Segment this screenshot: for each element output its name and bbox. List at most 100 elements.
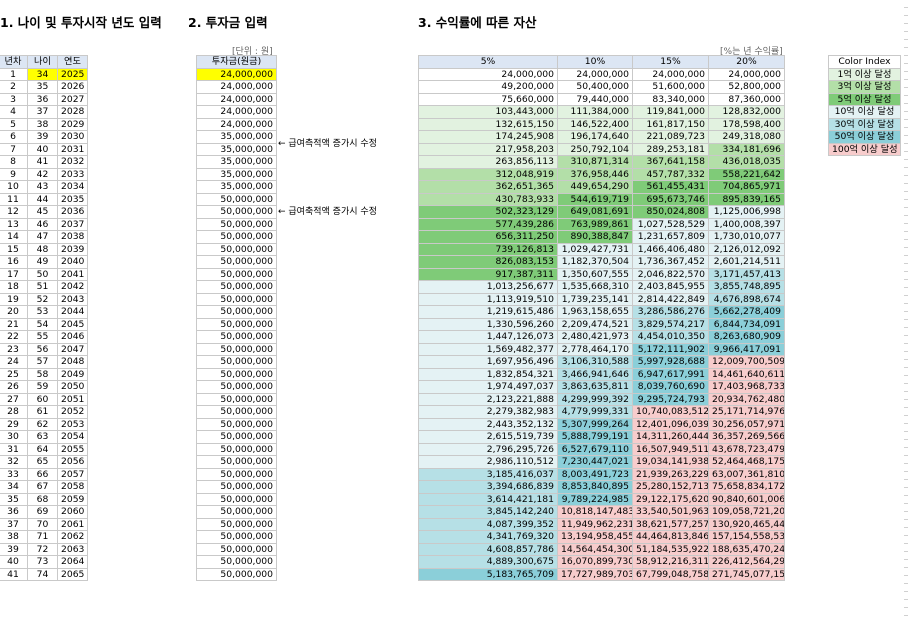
principal-cell[interactable]: 50,000,000 bbox=[196, 480, 277, 494]
principal-cell[interactable]: 24,000,000 bbox=[196, 92, 277, 106]
rate-5-cell[interactable]: 2,279,382,983 bbox=[418, 405, 558, 419]
rate-5-cell[interactable]: 3,185,416,037 bbox=[418, 467, 558, 481]
rate-10-cell[interactable]: 3,863,635,811 bbox=[557, 380, 633, 394]
age-cell[interactable]: 59 bbox=[27, 380, 58, 394]
year-cell[interactable]: 2037 bbox=[57, 217, 88, 231]
rate-15-cell[interactable]: 457,787,332 bbox=[632, 167, 709, 181]
rate-10-cell[interactable]: 5,307,999,264 bbox=[557, 417, 633, 431]
year-count-cell[interactable]: 34 bbox=[0, 480, 28, 494]
rate-20-cell[interactable]: 20,934,762,480 bbox=[708, 392, 785, 406]
rate-10-cell[interactable]: 449,654,290 bbox=[557, 180, 633, 194]
age-cell[interactable]: 36 bbox=[27, 92, 58, 106]
age-cell[interactable]: 71 bbox=[27, 530, 58, 544]
year-cell[interactable]: 2062 bbox=[57, 530, 88, 544]
year-cell[interactable]: 2054 bbox=[57, 430, 88, 444]
rate-15-cell[interactable]: 161,817,150 bbox=[632, 117, 709, 131]
rate-5-cell[interactable]: 24,000,000 bbox=[418, 67, 558, 81]
age-cell[interactable]: 40 bbox=[27, 142, 58, 156]
age-cell[interactable]: 72 bbox=[27, 542, 58, 556]
rate-15-cell[interactable]: 2,403,845,955 bbox=[632, 280, 709, 294]
rate-5-cell[interactable]: 1,697,956,496 bbox=[418, 355, 558, 369]
principal-cell[interactable]: 50,000,000 bbox=[196, 492, 277, 506]
rate-5-cell[interactable]: 1,113,919,510 bbox=[418, 292, 558, 306]
year-cell[interactable]: 2057 bbox=[57, 467, 88, 481]
principal-cell[interactable]: 50,000,000 bbox=[196, 267, 277, 281]
principal-cell[interactable]: 50,000,000 bbox=[196, 292, 277, 306]
rate-5-cell[interactable]: 1,330,596,260 bbox=[418, 317, 558, 331]
year-count-cell[interactable]: 32 bbox=[0, 455, 28, 469]
rate-20-cell[interactable]: 5,662,278,409 bbox=[708, 305, 785, 319]
year-count-cell[interactable]: 37 bbox=[0, 517, 28, 531]
rate-15-cell[interactable]: 4,454,010,350 bbox=[632, 330, 709, 344]
rate-10-cell[interactable]: 3,106,310,588 bbox=[557, 355, 633, 369]
rate-5-cell[interactable]: 4,608,857,786 bbox=[418, 542, 558, 556]
principal-cell[interactable]: 35,000,000 bbox=[196, 142, 277, 156]
rate-15-cell[interactable]: 1,231,657,809 bbox=[632, 230, 709, 244]
year-count-cell[interactable]: 2 bbox=[0, 80, 28, 94]
rate-20-cell[interactable]: 436,018,035 bbox=[708, 155, 785, 169]
principal-cell[interactable]: 50,000,000 bbox=[196, 542, 277, 556]
rate-15-cell[interactable]: 2,046,822,570 bbox=[632, 267, 709, 281]
rate-20-cell[interactable]: 558,221,642 bbox=[708, 167, 785, 181]
rate-15-cell[interactable]: 9,295,724,793 bbox=[632, 392, 709, 406]
rate-5-cell[interactable]: 577,439,286 bbox=[418, 217, 558, 231]
rate-20-cell[interactable]: 24,000,000 bbox=[708, 67, 785, 81]
rate-5-cell[interactable]: 1,974,497,037 bbox=[418, 380, 558, 394]
rate-15-cell[interactable]: 5,997,928,688 bbox=[632, 355, 709, 369]
rate-10-cell[interactable]: 1,182,370,504 bbox=[557, 255, 633, 269]
principal-cell[interactable]: 50,000,000 bbox=[196, 230, 277, 244]
rate-10-cell[interactable]: 16,070,899,730 bbox=[557, 555, 633, 569]
year-cell[interactable]: 2026 bbox=[57, 80, 88, 94]
rate-5-cell[interactable]: 263,856,113 bbox=[418, 155, 558, 169]
age-cell[interactable]: 57 bbox=[27, 355, 58, 369]
rate-15-cell[interactable]: 8,039,760,690 bbox=[632, 380, 709, 394]
rate-10-cell[interactable]: 376,958,446 bbox=[557, 167, 633, 181]
rate-10-cell[interactable]: 1,350,607,555 bbox=[557, 267, 633, 281]
rate-15-cell[interactable]: 33,540,501,963 bbox=[632, 505, 709, 519]
age-cell[interactable]: 43 bbox=[27, 180, 58, 194]
age-cell[interactable]: 53 bbox=[27, 305, 58, 319]
age-cell[interactable]: 68 bbox=[27, 492, 58, 506]
rate-5-cell[interactable]: 4,087,399,352 bbox=[418, 517, 558, 531]
age-cell[interactable]: 65 bbox=[27, 455, 58, 469]
principal-cell[interactable]: 50,000,000 bbox=[196, 317, 277, 331]
principal-cell[interactable]: 50,000,000 bbox=[196, 555, 277, 569]
rate-15-cell[interactable]: 51,600,000 bbox=[632, 80, 709, 94]
age-cell[interactable]: 54 bbox=[27, 317, 58, 331]
age-cell[interactable]: 49 bbox=[27, 255, 58, 269]
age-cell[interactable]: 56 bbox=[27, 342, 58, 356]
year-cell[interactable]: 2028 bbox=[57, 105, 88, 119]
rate-5-cell[interactable]: 502,323,129 bbox=[418, 205, 558, 219]
principal-cell[interactable]: 50,000,000 bbox=[196, 430, 277, 444]
year-cell[interactable]: 2059 bbox=[57, 492, 88, 506]
rate-5-cell[interactable]: 4,341,769,320 bbox=[418, 530, 558, 544]
rate-5-cell[interactable]: 2,123,221,888 bbox=[418, 392, 558, 406]
year-count-cell[interactable]: 30 bbox=[0, 430, 28, 444]
rate-10-cell[interactable]: 11,949,962,231 bbox=[557, 517, 633, 531]
age-cell[interactable]: 58 bbox=[27, 367, 58, 381]
year-count-cell[interactable]: 33 bbox=[0, 467, 28, 481]
rate-15-cell[interactable]: 83,340,000 bbox=[632, 92, 709, 106]
rate-20-cell[interactable]: 226,412,564,295 bbox=[708, 555, 785, 569]
rate-10-cell[interactable]: 544,619,719 bbox=[557, 192, 633, 206]
rate-20-cell[interactable]: 43,678,723,479 bbox=[708, 442, 785, 456]
year-count-cell[interactable]: 17 bbox=[0, 267, 28, 281]
rate-10-cell[interactable]: 111,384,000 bbox=[557, 105, 633, 119]
rate-15-cell[interactable]: 67,799,048,758 bbox=[632, 567, 709, 581]
year-cell[interactable]: 2030 bbox=[57, 130, 88, 144]
age-cell[interactable]: 50 bbox=[27, 267, 58, 281]
year-count-cell[interactable]: 16 bbox=[0, 255, 28, 269]
principal-cell[interactable]: 50,000,000 bbox=[196, 455, 277, 469]
year-count-cell[interactable]: 21 bbox=[0, 317, 28, 331]
year-cell[interactable]: 2035 bbox=[57, 192, 88, 206]
year-cell[interactable]: 2029 bbox=[57, 117, 88, 131]
rate-5-cell[interactable]: 1,569,482,377 bbox=[418, 342, 558, 356]
rate-5-cell[interactable]: 3,614,421,181 bbox=[418, 492, 558, 506]
rate-10-cell[interactable]: 17,727,989,703 bbox=[557, 567, 633, 581]
rate-20-cell[interactable]: 25,171,714,976 bbox=[708, 405, 785, 419]
rate-5-cell[interactable]: 739,126,813 bbox=[418, 242, 558, 256]
rate-5-cell[interactable]: 132,615,150 bbox=[418, 117, 558, 131]
rate-10-cell[interactable]: 1,029,427,731 bbox=[557, 242, 633, 256]
principal-cell[interactable]: 50,000,000 bbox=[196, 530, 277, 544]
rate-20-cell[interactable]: 334,181,696 bbox=[708, 142, 785, 156]
